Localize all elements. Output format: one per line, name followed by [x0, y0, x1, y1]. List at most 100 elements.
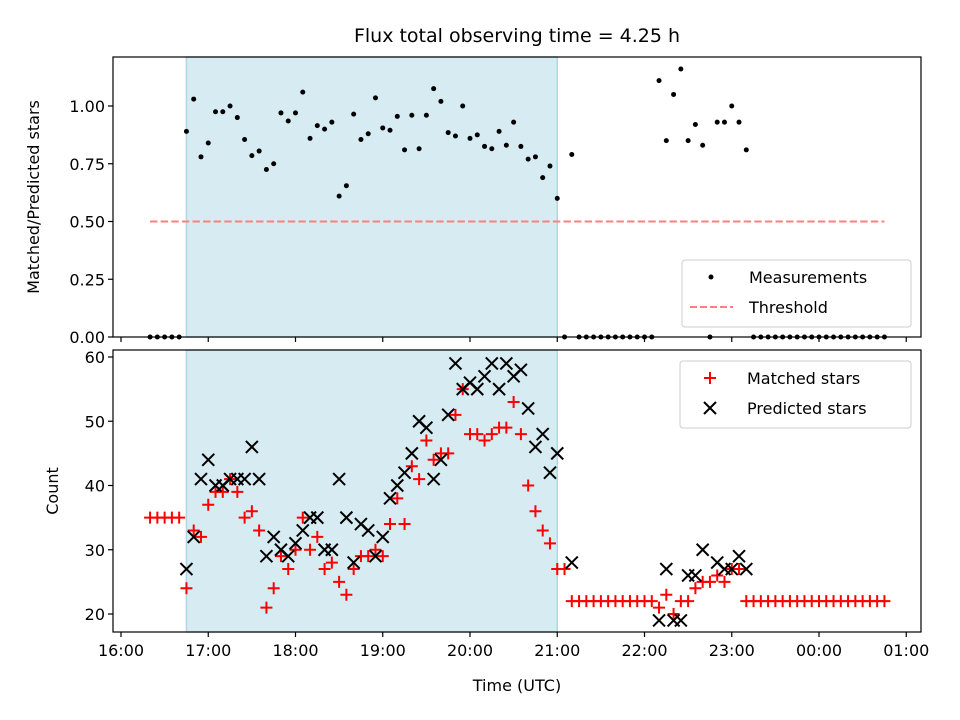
predicted-point: [281, 549, 295, 563]
legend-matched: Matched stars: [747, 369, 860, 388]
predicted-point: [536, 427, 550, 441]
legend-box: [681, 259, 912, 328]
predicted-point: [332, 472, 346, 486]
predicted-point: [405, 446, 419, 461]
measurement-point: [409, 112, 415, 118]
predicted-point: [659, 562, 674, 576]
matched-point: [536, 524, 549, 537]
measurement-point: [242, 136, 248, 142]
measurement-point: [736, 119, 742, 125]
predicted-point: [448, 356, 463, 371]
top-ytick-label: 1.00: [69, 97, 105, 116]
predicted-point: [470, 382, 484, 396]
measurement-point: [351, 111, 357, 117]
measurement-point: [663, 138, 669, 144]
measurement-point: [729, 103, 735, 109]
predicted-point: [441, 408, 455, 422]
matched-point: [362, 550, 375, 563]
measurement-point: [692, 121, 698, 127]
measurement-point: [496, 128, 502, 134]
top-ytick-label: 0.25: [69, 270, 105, 289]
matched-point: [384, 518, 397, 531]
xtick-label: 17:00: [185, 641, 231, 660]
measurement-point: [227, 103, 233, 109]
predicted-point: [492, 382, 506, 396]
predicted-point: [339, 510, 354, 525]
matched-point: [449, 408, 462, 421]
xtick-label: 18:00: [272, 641, 318, 660]
predicted-point: [565, 555, 579, 570]
measurement-point: [721, 119, 727, 125]
measurement-point: [452, 133, 458, 139]
axes-frame: [112, 349, 922, 633]
matched-point: [703, 575, 716, 588]
matched-point: [420, 434, 433, 447]
legend-predicted: Predicted stars: [747, 399, 867, 418]
observing-window: [185, 349, 558, 633]
predicted-point: [390, 478, 404, 493]
matched-point: [558, 563, 571, 576]
matched-point: [194, 530, 207, 543]
measurement-point: [518, 143, 524, 149]
predicted-point: [259, 549, 274, 563]
measurement-point: [474, 132, 480, 138]
measurement-point: [256, 148, 262, 154]
matched-point: [173, 511, 186, 524]
matched-point: [340, 588, 353, 601]
bottom-ytick-label: 30: [85, 541, 105, 560]
matched-point: [245, 505, 258, 518]
predicted-point: [325, 543, 339, 557]
predicted-point: [194, 472, 208, 486]
measurement-point: [183, 128, 189, 134]
measurement-point: [285, 118, 291, 124]
predicted-point: [514, 363, 528, 377]
legend-matched-marker: [704, 372, 716, 384]
matched-point: [311, 530, 324, 543]
measurement-point: [343, 183, 349, 189]
matched-point: [304, 543, 317, 556]
measurement-point: [714, 119, 720, 125]
observing-window: [185, 56, 558, 338]
bottom-ytick-label: 40: [85, 477, 105, 496]
count-axes: 16:00 17:00 18:00 19:00 20:00 21:00 22:00 23:00…: [85, 348, 930, 660]
matched-point: [645, 595, 658, 608]
predicted-point: [266, 530, 281, 544]
matched-point: [427, 453, 440, 466]
predicted-point: [187, 530, 201, 544]
matched-point: [405, 460, 418, 473]
matched-point: [216, 485, 229, 498]
predicted-point: [346, 555, 361, 570]
bottom-xlabel: Time (UTC): [472, 676, 561, 695]
matched-point: [347, 563, 360, 576]
matched-point: [391, 492, 404, 505]
measurement-point: [314, 123, 320, 129]
xtick-label: 01:00: [883, 641, 929, 660]
measurement-point: [511, 119, 517, 125]
matched-point: [653, 601, 666, 614]
measurement-point: [678, 66, 684, 72]
predicted-point: [368, 549, 383, 563]
measurement-point: [685, 138, 691, 144]
legend-measurements: Measurements: [749, 268, 867, 287]
predicted-point: [376, 530, 390, 544]
top-ylabel: Matched/Predicted stars: [24, 100, 43, 294]
measurement-point: [431, 86, 437, 92]
predicted-point: [550, 446, 564, 461]
predicted-point: [296, 523, 310, 538]
matched-point: [485, 428, 498, 441]
measurement-point: [460, 103, 466, 109]
measurement-point: [220, 109, 226, 115]
predicted-point: [732, 549, 746, 563]
measurement-point: [482, 143, 488, 149]
predicted-point: [252, 472, 266, 486]
legend-box: [679, 360, 912, 429]
bottom-ytick-label: 60: [85, 348, 105, 367]
matched-point: [376, 550, 389, 563]
matched-point: [682, 595, 695, 608]
predicted-point: [695, 543, 710, 557]
xtick-label: 22:00: [621, 641, 667, 660]
predicted-point: [674, 613, 688, 628]
matched-point: [333, 575, 346, 588]
matched-point: [253, 524, 266, 537]
measurement-point: [213, 109, 219, 115]
